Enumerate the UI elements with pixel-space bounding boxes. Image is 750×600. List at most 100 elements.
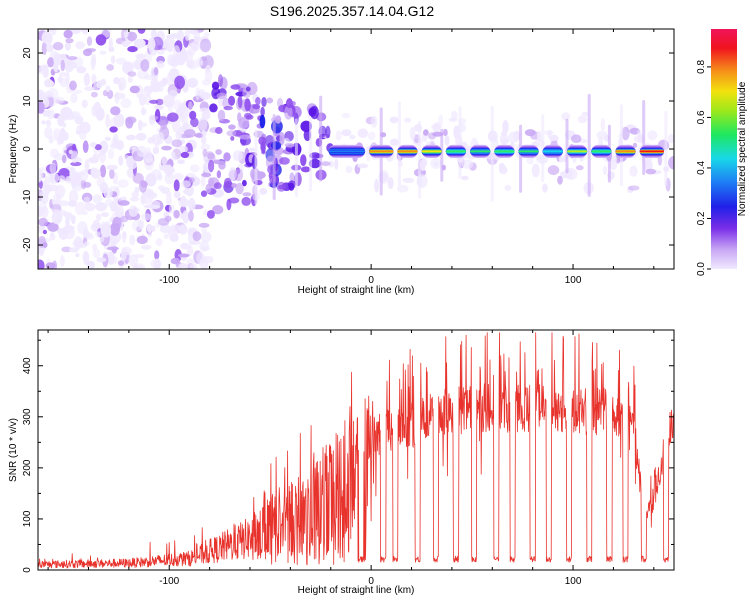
heatmap-cell [325,125,331,139]
heatmap-cell [228,124,236,130]
heatmap-cell [67,56,78,61]
heatmap-cell [213,159,221,165]
heatmap-cell [357,163,369,169]
heatmap-cell [178,224,188,235]
heatmap-cell [132,172,144,184]
heatmap-cell [80,29,90,33]
heatmap-cell [187,77,199,88]
heatmap-cell [200,176,206,187]
heatmap-cell [198,117,208,131]
heatmap-cell [60,255,65,267]
snr-x-ticks: -100 0 100 [47,330,655,587]
heatmap-cell [223,105,233,111]
heatmap-spike [587,93,591,197]
heatmap-cell [216,92,227,100]
heatmap-cell [300,154,307,167]
y-tick-label: 200 [22,459,33,476]
heatmap-cell [148,229,153,238]
heatmap-cell [173,191,181,199]
heatmap-cell [245,86,251,92]
y-tick-label: 10 [22,95,33,107]
heatmap-cell [92,243,98,251]
heatmap-cell [68,111,81,119]
heatmap-cell [241,196,251,206]
heatmap-cell [84,159,90,173]
colorbar-label: Normalized spectral amplitude [737,81,748,216]
heatmap-cell [143,151,153,163]
heatmap-cell [83,72,91,87]
heatmap-cell [632,142,638,148]
heatmap-cell [215,126,223,135]
heatmap-cell [600,118,606,131]
heatmap-cell [173,209,180,219]
heatmap-cell [49,162,57,174]
heatmap-cell [189,240,201,245]
heatmap-cell [459,141,468,147]
heatmap-cell [286,98,293,109]
heatmap-cell [370,115,378,128]
heatmap-cell [628,185,640,191]
heatmap-cell [157,173,163,181]
heatmap-cell [206,210,215,219]
heatmap-cell [266,97,274,104]
heatmap-cell [242,179,247,187]
heatmap-cell [167,112,179,122]
heatmap-cell [156,60,165,69]
heatmap-cell [58,175,66,182]
heatmap-cell [621,126,630,141]
heatmap-cell [148,204,161,209]
heatmap-cell [202,148,208,157]
heatmap-cell [38,180,43,189]
heatmap-cell [38,225,45,230]
heatmap-cell [65,38,74,44]
heatmap-spike [490,105,494,202]
heatmap-cell [109,185,117,192]
heatmap-cell [204,69,213,82]
heatmap-cell [72,89,82,95]
heatmap-cell [255,97,261,106]
heatmap-cell [132,264,139,269]
y-tick-label: 100 [22,510,33,527]
ridge-segment [639,150,664,153]
heatmap-cell [524,129,536,137]
heatmap-cell [175,130,182,140]
heatmap-cell [106,64,114,71]
heatmap-cell [137,29,146,34]
heatmap-cell [91,73,97,84]
heatmap-cell [134,253,145,259]
heatmap-cell [668,156,674,170]
heatmap-cell [69,172,80,185]
heatmap-cell [95,34,107,46]
heatmap-cell [199,257,209,269]
heatmap-spike [440,128,444,182]
heatmap-cell [158,185,165,191]
heatmap-cell [200,231,212,243]
heatmap-cell [260,106,265,117]
heatmap-cell [261,133,267,141]
heatmap-cell [172,45,181,59]
heatmap-cell [90,91,98,98]
y-tick-label: 20 [22,47,33,59]
heatmap-cell [139,93,146,106]
heatmap-cell [461,175,469,181]
ridge-segment [542,150,563,153]
heatmap-cell [104,136,112,141]
heatmap-cell [119,216,129,223]
heatmap-cell [571,134,582,143]
heatmap-cell [99,164,107,178]
heatmap-cell [188,210,194,222]
x-tick-label: 0 [368,275,374,286]
heatmap-cell [547,129,553,139]
heatmap-cell [80,169,89,181]
heatmap-cell [93,82,99,91]
heatmap-cell [100,223,112,238]
ridge-segment [369,150,394,153]
heatmap-spike [254,129,258,205]
colorbar-tick-label: 0.4 [696,161,707,175]
snr-panel: -100 0 100 0 100 200 300 400 Height of straigh… [8,329,675,596]
heatmap-cell [141,244,152,250]
heatmap-cell [112,256,118,265]
heatmap-spike [294,118,298,197]
heatmap-cell [161,156,168,166]
heatmap-cell [154,105,164,110]
